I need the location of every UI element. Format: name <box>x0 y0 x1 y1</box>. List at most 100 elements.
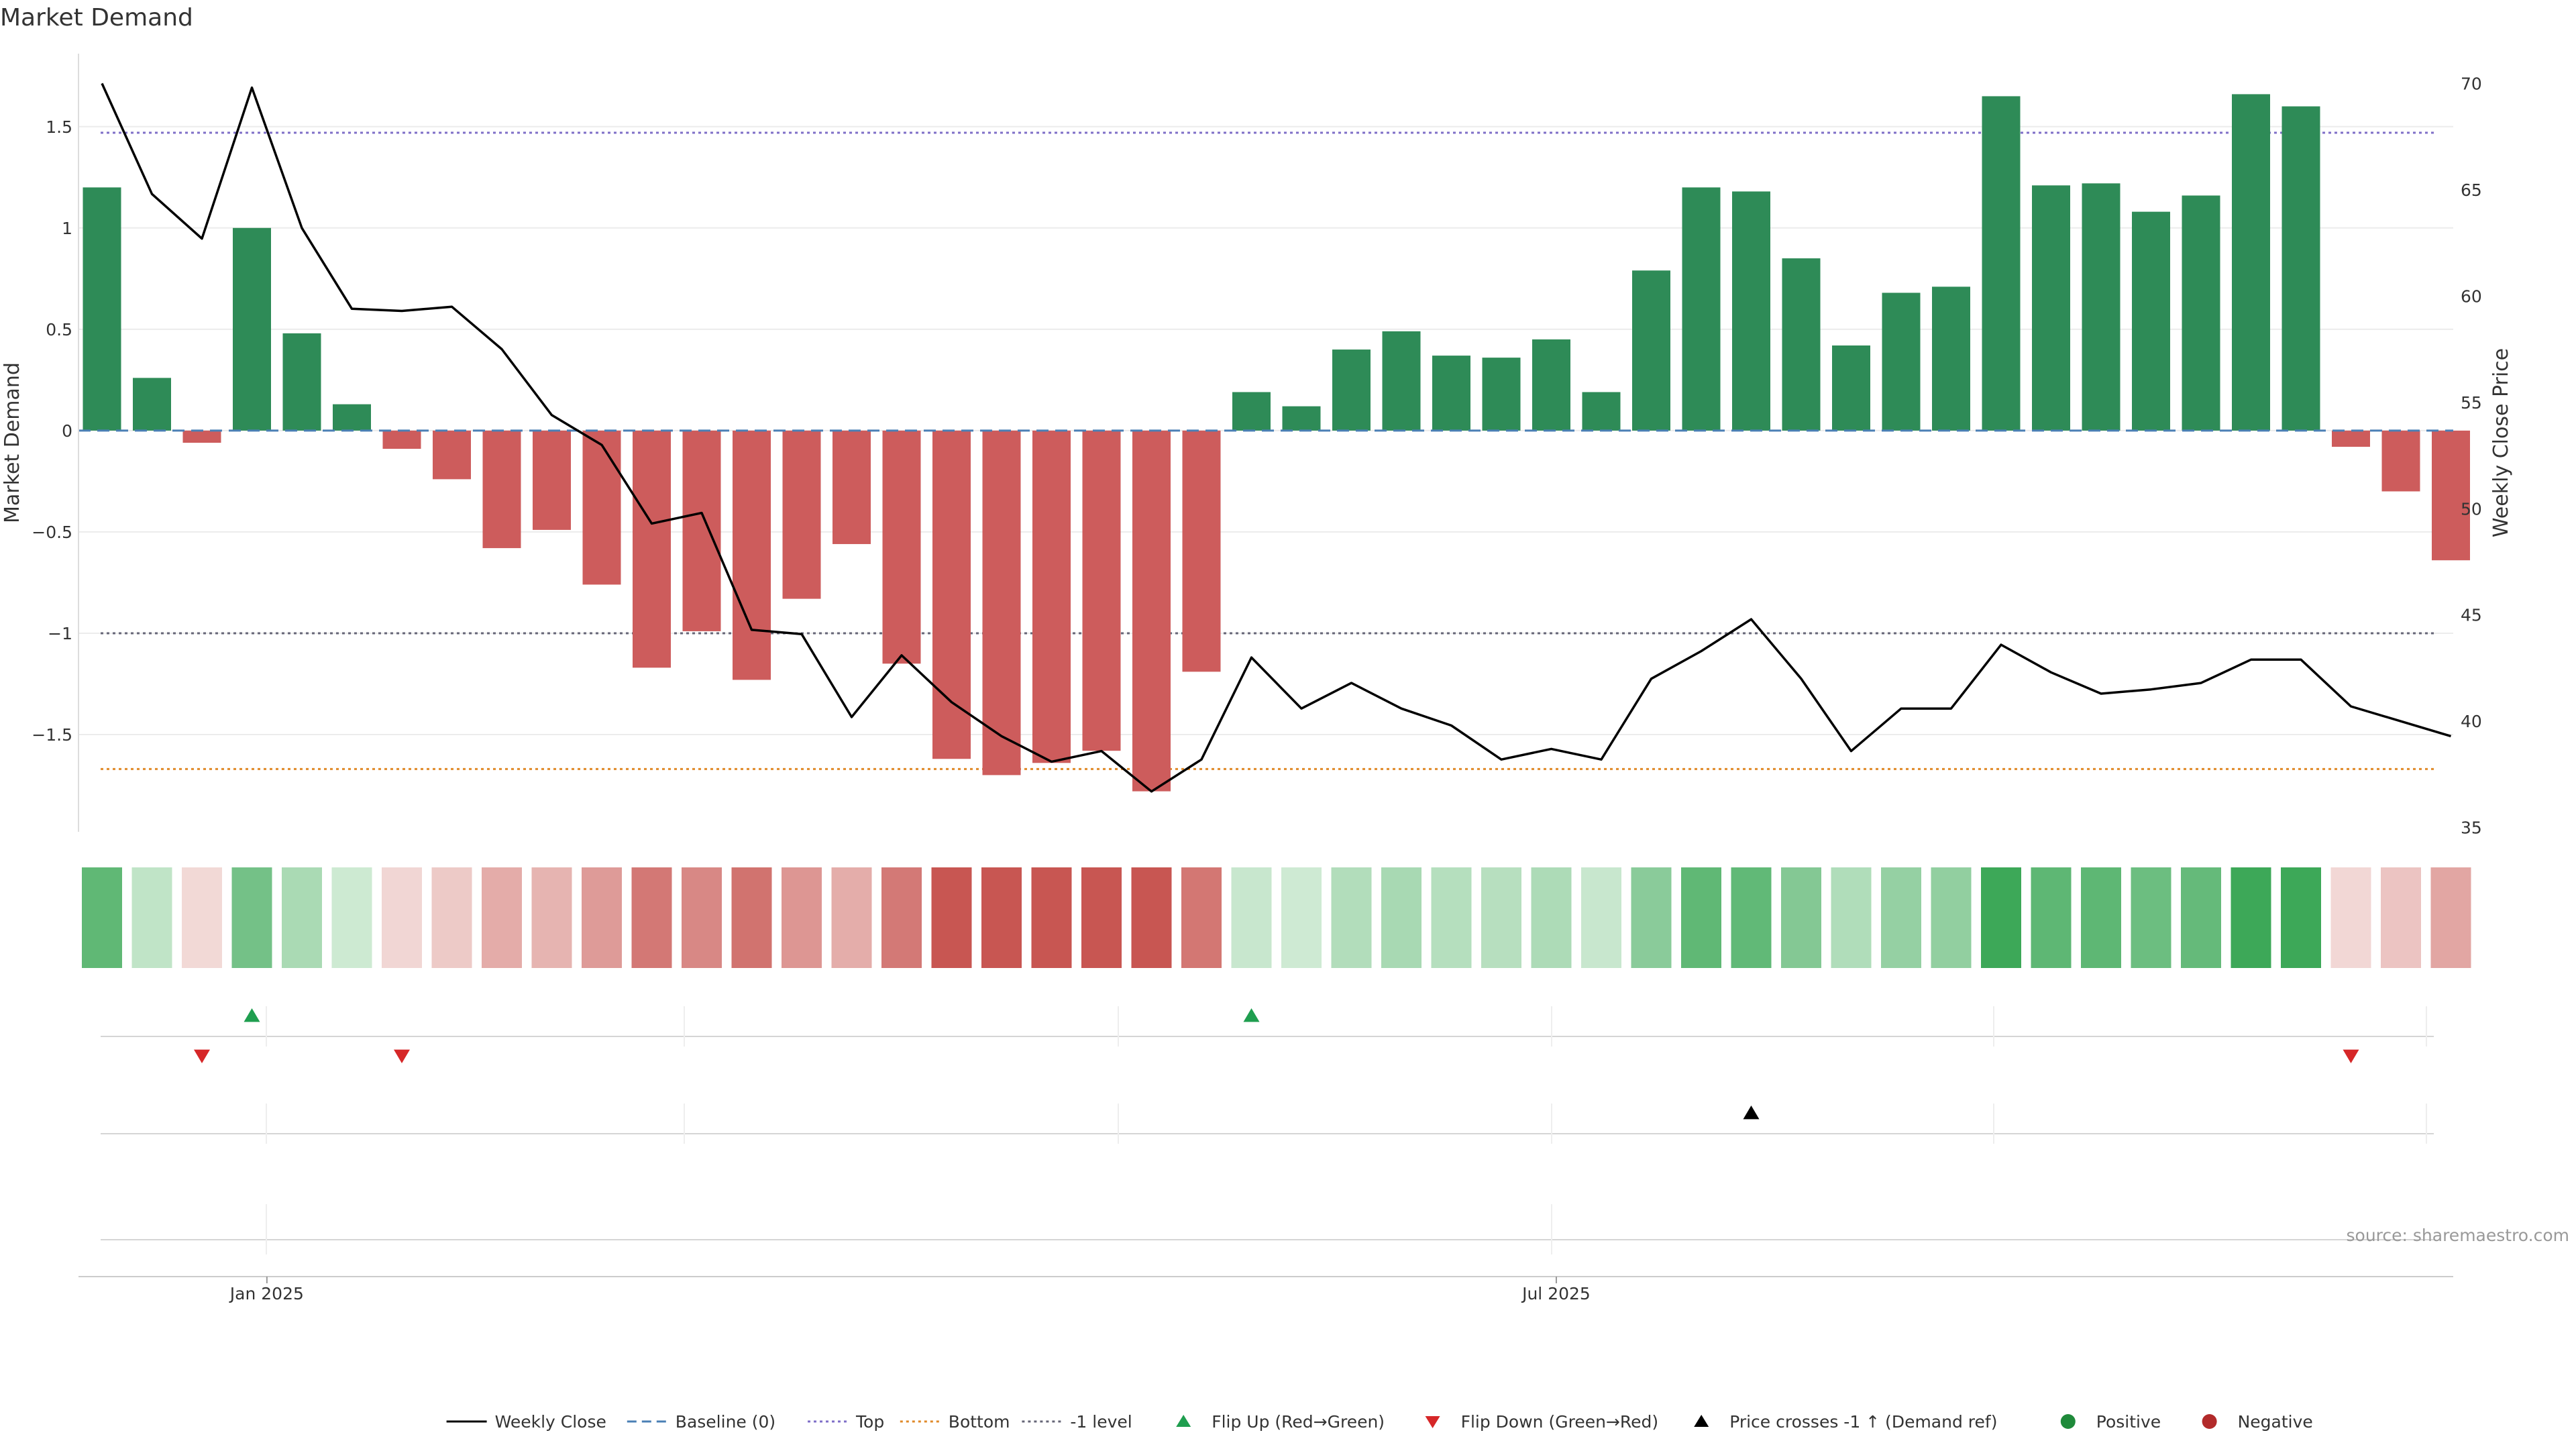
legend-label: Top <box>855 1412 884 1432</box>
heat-cell <box>731 867 772 968</box>
positive-demand-bar <box>1682 187 1721 431</box>
heat-cell <box>2181 867 2221 968</box>
legend-swatch <box>1176 1415 1191 1427</box>
heat-cell <box>1481 867 1521 968</box>
heat-cell <box>2031 867 2072 968</box>
legend-swatch <box>1694 1415 1709 1427</box>
heat-cell <box>431 867 472 968</box>
negative-demand-bar <box>582 430 621 585</box>
positive-demand-bar <box>2232 94 2270 431</box>
heat-cell <box>2231 867 2271 968</box>
negative-demand-bar <box>833 430 871 545</box>
right-tick-label: 50 <box>2461 499 2482 519</box>
negative-demand-bar <box>1132 430 1171 792</box>
heat-cell <box>2330 867 2371 968</box>
positive-demand-bar <box>2282 106 2320 431</box>
heat-cell <box>282 867 322 968</box>
positive-demand-bar <box>2182 195 2220 431</box>
flip-down-marker <box>194 1049 210 1063</box>
reference-lines <box>101 131 2434 770</box>
legend-label: Flip Down (Green→Red) <box>1461 1412 1659 1432</box>
chart-title: Market Demand <box>0 4 193 32</box>
right-tick-label: 35 <box>2461 818 2482 838</box>
heat-cell <box>682 867 722 968</box>
x-tick-label: Jul 2025 <box>1521 1284 1591 1303</box>
heat-cell <box>2381 867 2421 968</box>
heat-cell <box>1531 867 1572 968</box>
negative-demand-bar <box>733 430 771 680</box>
positive-demand-bar <box>1232 392 1271 431</box>
demand-heat-strip <box>82 867 2471 968</box>
heat-cell <box>582 867 622 968</box>
right-tick-label: 70 <box>2461 74 2482 93</box>
legend-item: Negative <box>2202 1412 2313 1432</box>
positive-demand-bar <box>1332 350 1371 431</box>
heat-cell <box>1631 867 1672 968</box>
positive-demand-bar <box>1282 406 1321 431</box>
legend-label: Bottom <box>949 1412 1010 1432</box>
heat-cell <box>82 867 122 968</box>
axes: 1.5 1 0.5 0 −0.5 −1 −1.5 70 65 60 55 50 45 40 35 <box>32 54 2482 838</box>
negative-demand-bar <box>382 430 421 449</box>
heat-cell <box>482 867 522 968</box>
right-tick-label: 40 <box>2461 712 2482 731</box>
heat-cell <box>881 867 922 968</box>
heat-cell <box>1331 867 1372 968</box>
heat-cell <box>782 867 822 968</box>
flip-up-marker <box>1243 1008 1260 1022</box>
positive-demand-bar <box>1782 258 1821 431</box>
heat-cell <box>1731 867 1772 968</box>
heat-cell <box>2131 867 2171 968</box>
x-tick-label: Jan 2025 <box>229 1284 304 1303</box>
heat-cell <box>1081 867 1122 968</box>
heat-cell <box>1831 867 1872 968</box>
heat-cell <box>1181 867 1222 968</box>
legend-label: Price crosses -1 ↑ (Demand ref) <box>1729 1412 1997 1432</box>
heat-cell <box>1131 867 1172 968</box>
heat-cell <box>182 867 222 968</box>
right-tick-label: 45 <box>2461 606 2482 625</box>
heat-cell <box>1581 867 1621 968</box>
positive-demand-bar <box>1432 356 1470 431</box>
positive-demand-bar <box>1482 358 1521 431</box>
heat-cell <box>831 867 872 968</box>
left-tick-label: −1 <box>48 624 72 643</box>
positive-demand-bar <box>1632 270 1670 431</box>
heat-cell <box>2430 867 2471 968</box>
flip-down-marker <box>2343 1049 2359 1063</box>
heat-cell <box>1381 867 1421 968</box>
legend-item: Baseline (0) <box>627 1412 775 1432</box>
left-tick-label: 1.5 <box>46 117 72 137</box>
right-tick-label: 65 <box>2461 180 2482 200</box>
heat-cell <box>531 867 572 968</box>
positive-demand-bar <box>1932 286 1970 431</box>
negative-demand-bar <box>182 430 221 443</box>
heat-cell <box>2281 867 2321 968</box>
demand-bars <box>83 94 2470 792</box>
negative-demand-bar <box>433 430 471 480</box>
positive-demand-bar <box>83 187 121 431</box>
heat-cell <box>1281 867 1322 968</box>
negative-demand-bar <box>1082 430 1121 751</box>
positive-demand-bar <box>333 404 371 431</box>
legend-item: Price crosses -1 ↑ (Demand ref) <box>1694 1412 1997 1432</box>
heat-cell <box>1981 867 2021 968</box>
legend-item: Top <box>808 1412 884 1432</box>
legend: Weekly Close Baseline (0) Top Bottom -1 leve… <box>446 1412 2313 1432</box>
legend-item: Bottom <box>900 1412 1010 1432</box>
heat-cell <box>1681 867 1721 968</box>
positive-demand-bar <box>1882 292 1921 431</box>
legend-label: Flip Up (Red→Green) <box>1212 1412 1385 1432</box>
negative-demand-bar <box>1032 430 1071 763</box>
price-cross-marker <box>1743 1106 1760 1120</box>
legend-item: Weekly Close <box>446 1412 606 1432</box>
negative-demand-bar <box>1182 430 1221 672</box>
negative-demand-bar <box>633 430 671 668</box>
weekly-close-line <box>101 83 2451 793</box>
legend-swatch <box>1425 1416 1440 1428</box>
left-tick-label: −1.5 <box>32 725 72 745</box>
heat-cell <box>1431 867 1472 968</box>
positive-demand-bar <box>282 333 321 431</box>
event-markers <box>101 1006 2434 1254</box>
positive-demand-bar <box>2082 183 2121 431</box>
